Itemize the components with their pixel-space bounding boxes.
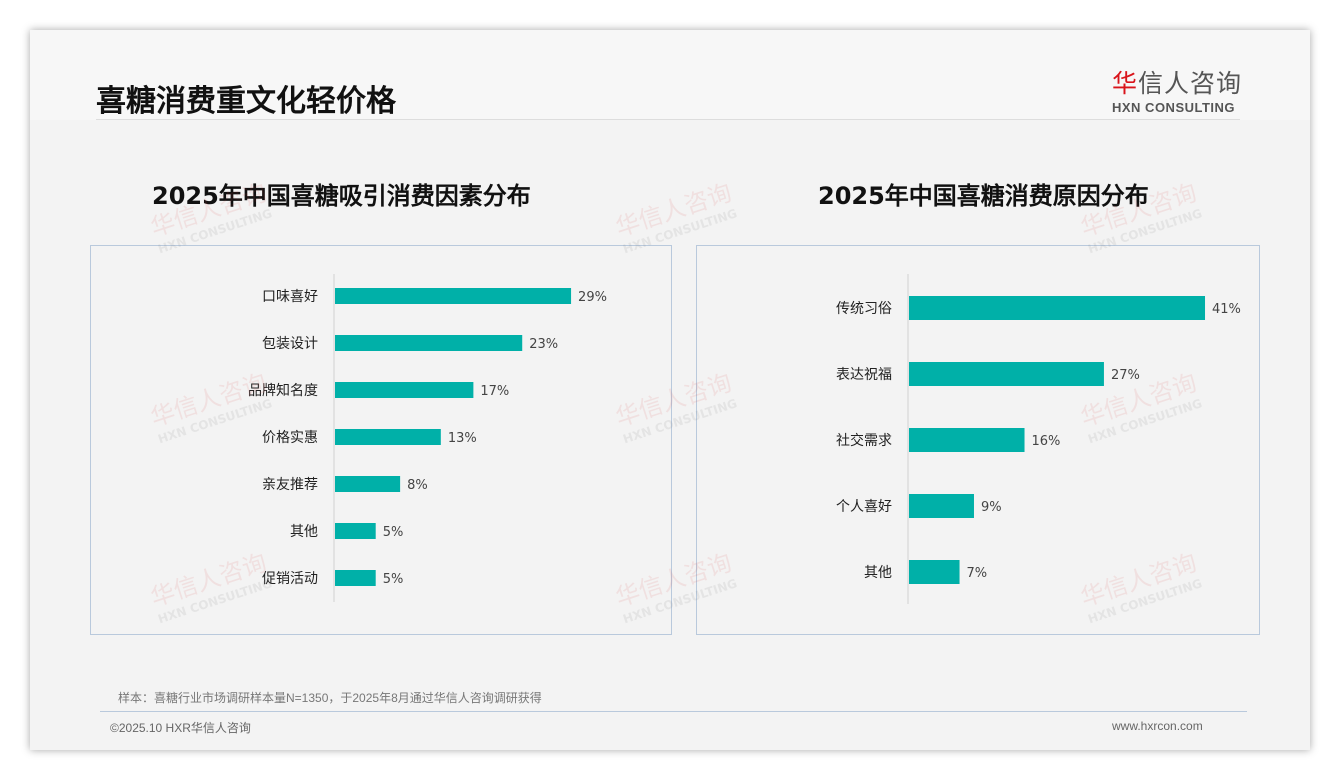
logo-en: HXN CONSULTING: [1112, 100, 1236, 115]
data-label: 13%: [448, 431, 477, 446]
bar: [335, 335, 523, 351]
data-label: 5%: [383, 525, 404, 540]
category-label: 社交需求: [836, 432, 892, 449]
bar-chart-right: 传统习俗 41% 表达祝福 27% 社交需求 16% 个人喜好 9% 其他 7%: [836, 274, 1241, 604]
header-band: [30, 30, 1310, 120]
logo-cn: 信人咨询: [1138, 69, 1243, 98]
copyright: ©2025.10 HXR华信人咨询: [110, 721, 251, 735]
page-title: 喜糖消费重文化轻价格: [96, 84, 396, 119]
data-label: 17%: [480, 384, 509, 399]
bar: [335, 476, 401, 492]
data-label: 27%: [1111, 368, 1140, 383]
logo: 华信人咨询 HXN CONSULTING: [1112, 64, 1242, 115]
chart-panel-left: 口味喜好 29% 包装设计 23% 品牌知名度 17% 价格实惠 13% 亲友推荐 8% 其他 5% 促…: [90, 245, 672, 635]
bar: [909, 296, 1206, 320]
chart-panel-right: 传统习俗 41% 表达祝福 27% 社交需求 16% 个人喜好 9% 其他 7%: [696, 245, 1260, 635]
bar: [335, 288, 572, 304]
bar: [909, 362, 1104, 386]
category-label: 表达祝福: [836, 367, 892, 383]
bar: [335, 382, 474, 398]
bar: [909, 560, 960, 584]
category-label: 品牌知名度: [248, 382, 318, 399]
category-label: 口味喜好: [262, 289, 318, 305]
data-label: 41%: [1212, 302, 1241, 317]
category-label: 亲友推荐: [262, 477, 318, 493]
data-label: 8%: [407, 478, 428, 493]
bar: [335, 570, 376, 586]
category-label: 包装设计: [262, 336, 318, 352]
bar: [909, 428, 1025, 452]
logo-cn-red: 华: [1112, 69, 1139, 98]
chart-title-right: 2025年中国喜糖消费原因分布: [818, 182, 1149, 210]
data-label: 5%: [383, 572, 404, 587]
chart-title-left: 2025年中国喜糖吸引消费因素分布: [152, 182, 531, 210]
category-label: 其他: [290, 524, 318, 540]
data-label: 29%: [578, 290, 607, 305]
category-label: 促销活动: [262, 571, 318, 587]
data-label: 7%: [967, 566, 988, 581]
category-label: 传统习俗: [836, 301, 892, 317]
data-label: 16%: [1032, 434, 1061, 449]
bar-chart-left: 口味喜好 29% 包装设计 23% 品牌知名度 17% 价格实惠 13% 亲友推荐 8% 其他 5% 促…: [248, 274, 607, 602]
data-label: 9%: [981, 500, 1002, 515]
category-label: 其他: [864, 565, 892, 581]
sample-note: 样本：喜糖行业市场调研样本量N=1350，于2025年8月通过华信人咨询调研获得: [118, 691, 542, 705]
category-label: 个人喜好: [836, 499, 892, 515]
category-label: 价格实惠: [262, 430, 318, 446]
website: www.hxrcon.com: [1112, 719, 1203, 733]
slide: 喜糖消费重文化轻价格 华信人咨询 HXN CONSULTING 2025年中国喜…: [30, 30, 1310, 750]
bar: [335, 429, 441, 445]
bar: [909, 494, 974, 518]
divider: [96, 119, 1240, 120]
footer-divider: [100, 711, 1247, 712]
bar: [335, 523, 376, 539]
data-label: 23%: [529, 337, 558, 352]
